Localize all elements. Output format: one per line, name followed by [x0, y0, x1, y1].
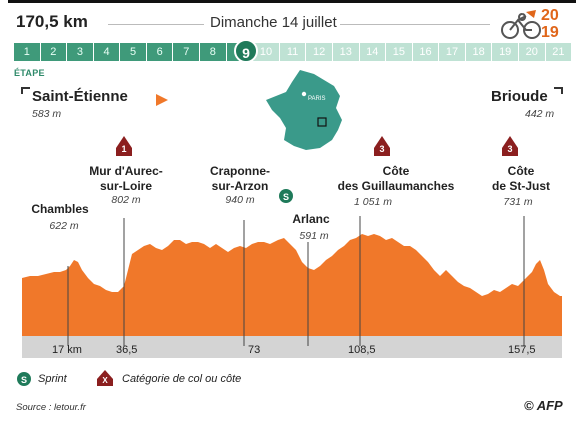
climb-marker-stjust: 3: [502, 136, 518, 156]
top-rule: [8, 0, 576, 3]
bracket-left: [21, 87, 30, 94]
km-bar: [22, 336, 562, 358]
france-shape: [266, 70, 342, 150]
profile-chart: 1 3 3 S: [21, 87, 563, 358]
stage-date: Dimanche 14 juillet: [210, 14, 337, 31]
stage-cell-20: 20: [518, 43, 546, 61]
point-arlanc-alt: 591 m: [299, 230, 329, 242]
cyclist-icon: [501, 10, 541, 39]
km-mark-4: 108,5: [348, 344, 376, 356]
stage-cell-11: 11: [279, 43, 307, 61]
bracket-right: [554, 87, 563, 94]
svg-text:S: S: [21, 375, 27, 385]
point-stjust-alt: 731 m: [503, 196, 533, 208]
point-craponne: Craponne-sur-Arzon: [210, 164, 270, 193]
svg-text:1: 1: [121, 144, 126, 154]
svg-text:3: 3: [507, 144, 512, 154]
km-mark-5: 157,5: [508, 344, 536, 356]
climb-marker-mur: 1: [116, 136, 132, 156]
point-craponne-alt: 940 m: [225, 194, 255, 206]
stage-cell-7: 7: [173, 43, 201, 61]
current-stage-badge: 9: [234, 39, 258, 63]
point-chambles: Chambles: [31, 202, 89, 216]
stage-cell-12: 12: [306, 43, 333, 61]
climb-legend-icon: X: [97, 370, 113, 386]
stage-cell-8: 8: [200, 43, 227, 61]
stage-distance: 170,5 km: [16, 12, 88, 31]
point-mur-alt: 802 m: [111, 194, 141, 206]
climb-marker-guillaumanches: 3: [374, 136, 390, 156]
point-guillaumanches-alt: 1 051 m: [354, 196, 392, 208]
start-altitude: 583 m: [32, 108, 62, 120]
svg-text:S: S: [283, 192, 289, 202]
point-arlanc: Arlanc: [292, 212, 330, 226]
stage-cell-15: 15: [386, 43, 413, 61]
afp-credit: © AFP: [524, 398, 563, 413]
end-altitude: 442 m: [525, 108, 555, 120]
climb-legend-label: Catégorie de col ou côte: [122, 373, 242, 385]
france-map: PARIS: [266, 70, 342, 150]
logo-year-bottom: 19: [541, 24, 559, 41]
stage-cell-21: 21: [545, 43, 573, 61]
stage-cell-4: 4: [93, 43, 121, 61]
date-rule-left: [108, 24, 204, 25]
start-city: Saint-Étienne: [32, 88, 128, 105]
start-flag-icon: [156, 94, 168, 106]
source-note: Source : letour.fr: [16, 402, 86, 413]
stage-cell-14: 14: [359, 43, 387, 61]
svg-text:X: X: [102, 376, 108, 385]
stage-bar: 123456789101112131415161718192021: [14, 43, 573, 61]
km-mark-3: 73: [248, 344, 261, 356]
stage-cell-19: 19: [492, 43, 519, 61]
paris-dot: [301, 91, 307, 97]
stage-cell-3: 3: [67, 43, 94, 61]
stage-cell-18: 18: [465, 43, 493, 61]
svg-text:3: 3: [379, 144, 384, 154]
tour-logo: [496, 8, 576, 42]
stage-cell-1: 1: [14, 43, 41, 61]
etape-label: ÉTAPE: [14, 68, 45, 78]
stage-cell-2: 2: [40, 43, 68, 61]
point-mur: Mur d'Aurec-sur-Loire: [89, 164, 163, 193]
end-city: Brioude: [491, 88, 548, 105]
logo-year-top: 20: [541, 7, 559, 24]
point-stjust: Côte de St-Just: [491, 164, 550, 193]
date-rule-right: [340, 24, 490, 25]
km-mark-2: 36,5: [116, 344, 138, 356]
stage-cell-13: 13: [332, 43, 360, 61]
point-guillaumanches: Côte des Guillaumanches: [337, 164, 455, 193]
stage-cell-5: 5: [120, 43, 147, 61]
stage-cell-6: 6: [146, 43, 174, 61]
sprint-legend-label: Sprint: [38, 373, 67, 385]
stage-area-marker: [317, 117, 327, 127]
elevation-profile: [22, 234, 562, 336]
km-mark-1: 17 km: [52, 344, 82, 356]
paris-label: PARIS: [308, 96, 326, 102]
stage-cell-16: 16: [412, 43, 440, 61]
sprint-marker-arlanc: S: [279, 189, 293, 203]
point-chambles-alt: 622 m: [49, 220, 79, 232]
stage-cell-17: 17: [439, 43, 466, 61]
sprint-legend-icon: S: [17, 372, 31, 386]
stage-cell-10: 10: [253, 43, 280, 61]
